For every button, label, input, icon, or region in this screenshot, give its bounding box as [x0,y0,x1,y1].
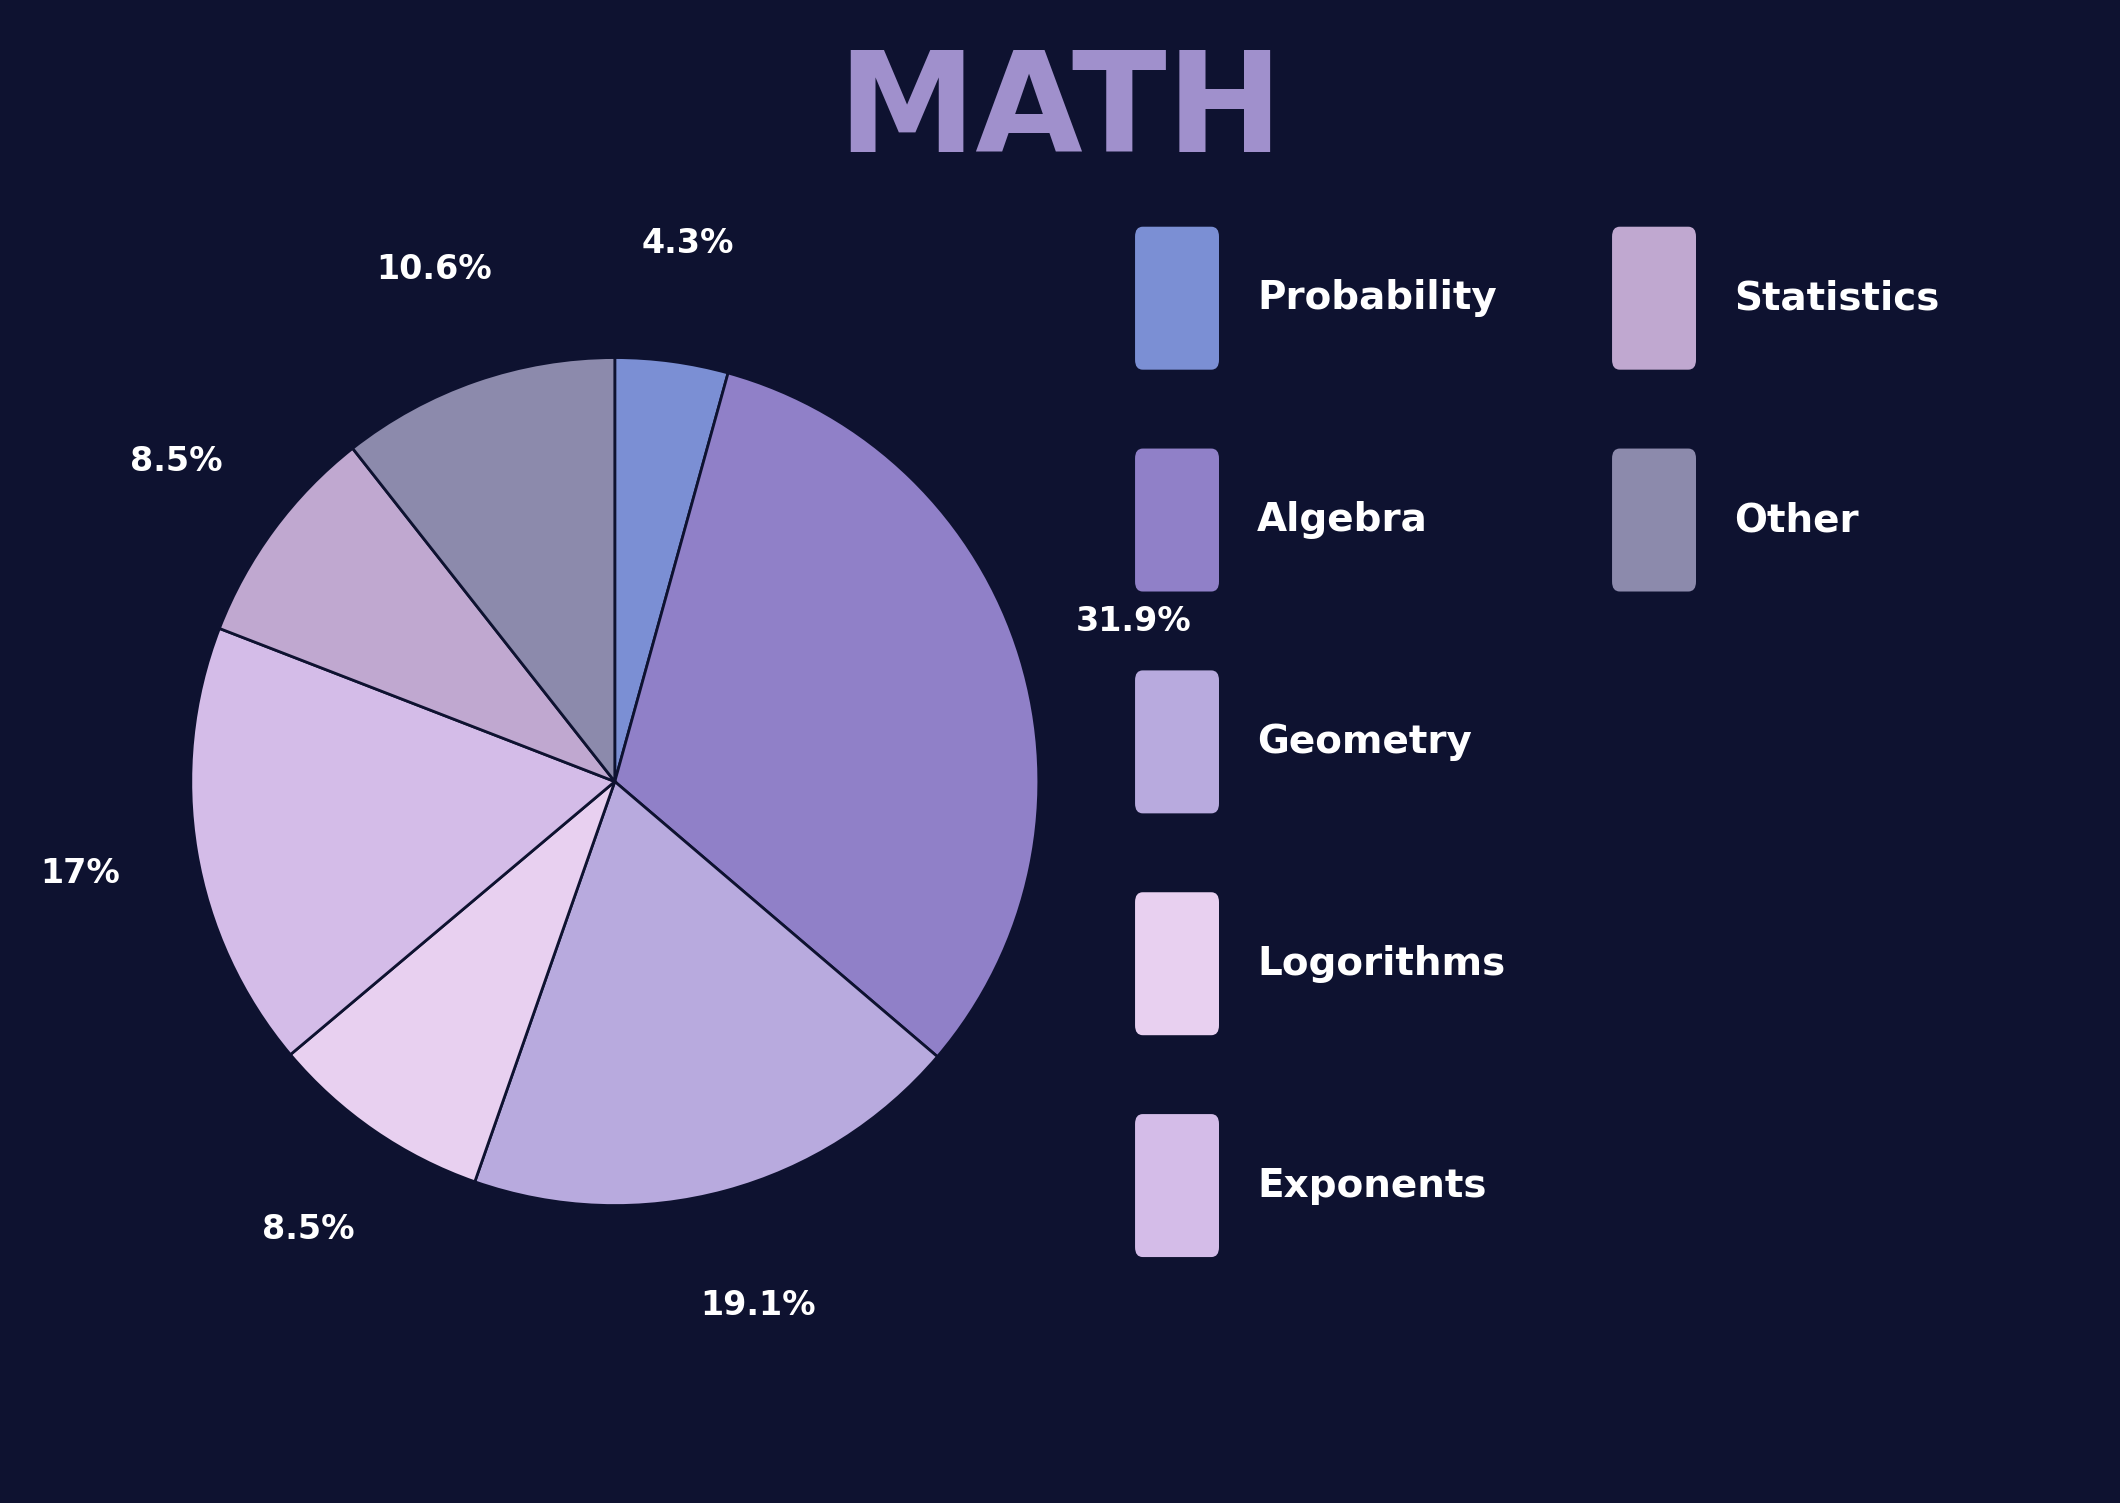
Wedge shape [615,358,727,782]
FancyBboxPatch shape [1134,670,1219,813]
FancyBboxPatch shape [1134,448,1219,592]
Wedge shape [290,782,615,1181]
Text: 8.5%: 8.5% [263,1213,354,1246]
Text: Other: Other [1734,500,1859,540]
Text: Probability: Probability [1257,280,1497,317]
Text: Exponents: Exponents [1257,1166,1486,1204]
Text: MATH: MATH [837,45,1283,180]
FancyBboxPatch shape [1611,448,1696,592]
Text: 10.6%: 10.6% [377,254,492,286]
Text: 31.9%: 31.9% [1075,606,1191,639]
Text: Logorithms: Logorithms [1257,945,1505,983]
Wedge shape [191,628,615,1055]
FancyBboxPatch shape [1611,227,1696,370]
Text: Algebra: Algebra [1257,500,1429,540]
Wedge shape [352,358,615,782]
Wedge shape [615,373,1039,1057]
FancyBboxPatch shape [1134,893,1219,1036]
Wedge shape [475,782,937,1205]
Text: Statistics: Statistics [1734,280,1940,317]
Text: 4.3%: 4.3% [642,227,734,260]
FancyBboxPatch shape [1134,227,1219,370]
Wedge shape [218,448,615,782]
FancyBboxPatch shape [1134,1114,1219,1257]
Text: Geometry: Geometry [1257,723,1471,761]
Text: 17%: 17% [40,857,119,890]
Text: 8.5%: 8.5% [131,445,223,478]
Text: 19.1%: 19.1% [700,1288,816,1321]
